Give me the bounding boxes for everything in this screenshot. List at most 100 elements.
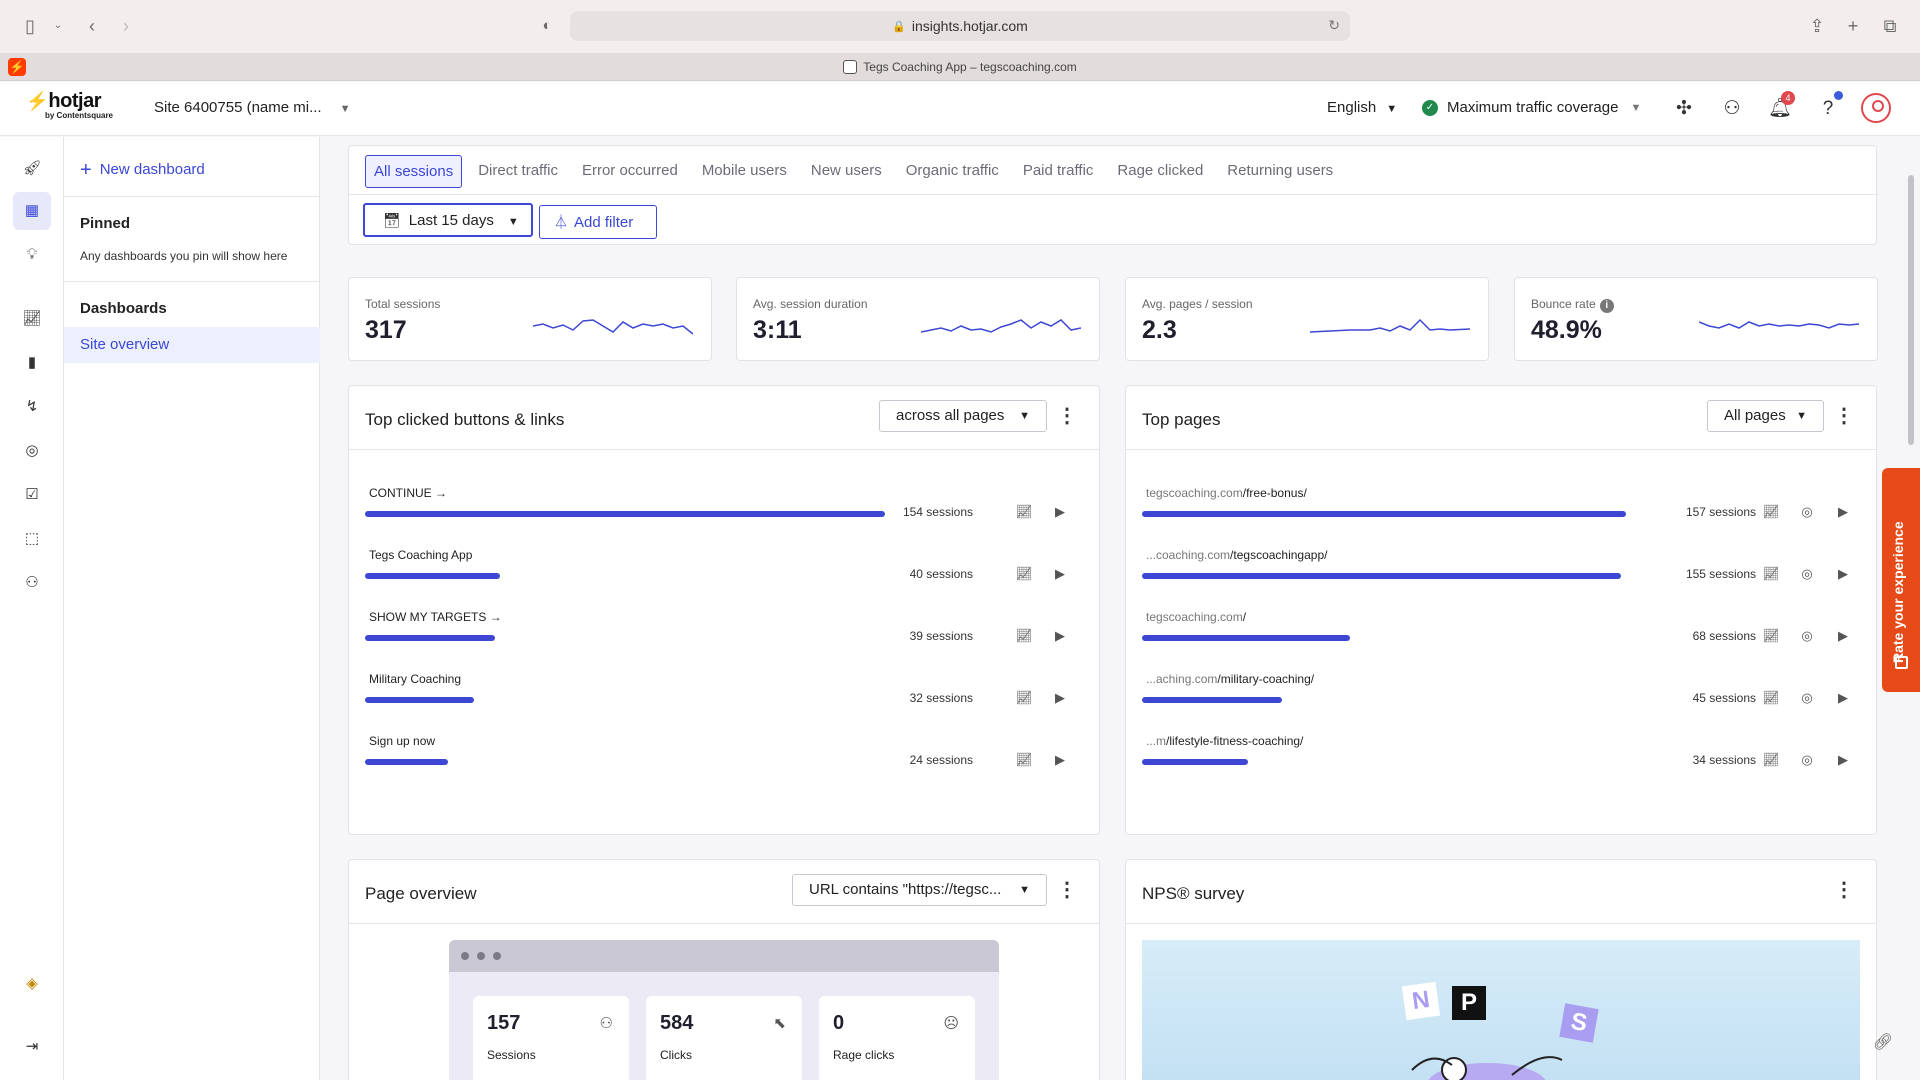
share-icon[interactable]: ⇪	[1809, 16, 1825, 36]
page-scope-dropdown[interactable]: across all pages ▼	[879, 400, 1047, 432]
expand-sidebar-icon[interactable]: ⇥	[25, 1038, 39, 1055]
rocket-icon[interactable]: 🚀︎	[22, 160, 42, 177]
language-selector[interactable]: English ▼	[1327, 99, 1398, 116]
trends-icon[interactable]: 📈︎	[1762, 628, 1780, 643]
shield-icon[interactable]: ◐	[542, 17, 552, 34]
heatmap-icon[interactable]: ◎	[1801, 628, 1813, 643]
metric-card-total-sessions[interactable]: Total sessions 317	[348, 277, 712, 361]
pages-filter-dropdown[interactable]: All pages ▼	[1707, 400, 1824, 432]
avatar[interactable]	[1861, 93, 1891, 123]
list-item[interactable]: CONTINUE → 154 sessions 📈︎ ▶	[365, 486, 1085, 548]
surveys-icon[interactable]: ☑	[25, 486, 39, 503]
hotjar-favicon-icon[interactable]: ⚡	[8, 58, 26, 76]
play-icon[interactable]: ▶	[1055, 504, 1065, 519]
trends-icon[interactable]: 📈︎	[1015, 690, 1033, 705]
info-icon[interactable]: i	[1599, 299, 1614, 313]
tab-returning-users[interactable]: Returning users	[1227, 162, 1334, 179]
chevron-down-icon[interactable]: ⌄	[53, 20, 63, 31]
list-item[interactable]: Military Coaching 32 sessions 📈︎ ▶	[365, 672, 1085, 734]
help-icon[interactable]: ?	[1822, 98, 1834, 119]
trends-icon[interactable]: 📈︎	[22, 310, 42, 327]
feedback-icon[interactable]: ⬚	[24, 530, 40, 547]
tab-rage-clicked[interactable]: Rage clicked	[1117, 162, 1204, 179]
upgrade-gem-icon[interactable]: ◈	[26, 975, 38, 992]
sidebar-item-site-overview[interactable]: Site overview	[64, 327, 320, 363]
list-item[interactable]: SHOW MY TARGETS → 39 sessions 📈︎ ▶	[365, 610, 1085, 672]
invite-user-icon[interactable]: ⚇	[1723, 98, 1741, 119]
metric-card-bounce-rate[interactable]: Bounce rate i 48.9%	[1514, 277, 1878, 361]
trends-icon[interactable]: 📈︎	[1015, 628, 1033, 643]
more-options-icon[interactable]: ⋮	[1834, 879, 1854, 901]
play-icon[interactable]: ▶	[1055, 566, 1065, 581]
date-range-dropdown[interactable]: 📅︎ Last 15 days ▼	[363, 203, 533, 237]
tab-direct-traffic[interactable]: Direct traffic	[478, 162, 558, 179]
trends-icon[interactable]: 📈︎	[1762, 504, 1780, 519]
list-item[interactable]: Tegs Coaching App 40 sessions 📈︎ ▶	[365, 548, 1085, 610]
reload-icon[interactable]: ↻	[1328, 17, 1340, 33]
tabs-overview-icon[interactable]: ⧉	[1883, 16, 1897, 36]
play-icon[interactable]: ▶	[1838, 690, 1848, 705]
more-options-icon[interactable]: ⋮	[1057, 405, 1077, 427]
trends-icon[interactable]: 📈︎	[1762, 566, 1780, 581]
list-item[interactable]: ...m/lifestyle-fitness-coaching/34 sessi…	[1142, 734, 1862, 796]
active-tab[interactable]: Tegs Coaching App – tegscoaching.com	[0, 60, 1920, 74]
caret-down-icon: ▼	[339, 103, 351, 115]
tab-error-occurred[interactable]: Error occurred	[581, 162, 678, 179]
play-icon[interactable]: ▶	[1055, 628, 1065, 643]
more-options-icon[interactable]: ⋮	[1057, 879, 1077, 901]
play-icon[interactable]: ▶	[1838, 628, 1848, 643]
lightbulb-icon[interactable]: 💡︎	[26, 246, 38, 263]
session-bar	[365, 635, 495, 641]
heatmap-icon[interactable]: ◎	[1801, 566, 1813, 581]
hotjar-logo[interactable]: ⚡hotjar by Contentsquare	[26, 90, 114, 120]
tab-all-sessions[interactable]: All sessions	[365, 155, 463, 188]
tab-mobile-users[interactable]: Mobile users	[701, 162, 787, 179]
play-icon[interactable]: ▶	[1838, 566, 1848, 581]
new-tab-icon[interactable]: +	[1847, 16, 1859, 36]
list-item[interactable]: tegscoaching.com/free-bonus/157 sessions…	[1142, 486, 1862, 548]
interviews-icon[interactable]: ⚇	[25, 574, 39, 591]
trends-icon[interactable]: 📈︎	[1015, 504, 1033, 519]
traffic-coverage-selector[interactable]: ✓ Maximum traffic coverage ▼	[1422, 99, 1641, 116]
integrations-icon[interactable]: ✣	[1676, 98, 1692, 119]
list-item[interactable]: ...aching.com/military-coaching/45 sessi…	[1142, 672, 1862, 734]
more-options-icon[interactable]: ⋮	[1834, 405, 1854, 427]
trends-icon[interactable]: 📈︎	[1015, 566, 1033, 581]
list-item[interactable]: Sign up now 24 sessions 📈︎ ▶	[365, 734, 1085, 796]
nps-survey-widget: NPS® survey ⋮ N P S	[1125, 859, 1877, 1080]
recordings-icon[interactable]: ↯	[25, 398, 39, 415]
trends-icon[interactable]: 📈︎	[1015, 752, 1033, 767]
metric-card-avg-pages[interactable]: Avg. pages / session 2.3	[1125, 277, 1489, 361]
trends-icon[interactable]: 📈︎	[1762, 690, 1780, 705]
caret-down-icon: ▼	[507, 216, 519, 228]
play-icon[interactable]: ▶	[1838, 752, 1848, 767]
add-filter-button[interactable]: ⏃ Add filter	[539, 205, 657, 239]
play-icon[interactable]: ▶	[1055, 752, 1065, 767]
link-icon[interactable]: 🔗︎	[1872, 1034, 1894, 1051]
play-icon[interactable]: ▶	[1838, 504, 1848, 519]
rate-experience-tab[interactable]: Rate your experience	[1882, 468, 1920, 692]
new-dashboard-button[interactable]: + New dashboard	[80, 159, 205, 181]
tab-paid-traffic[interactable]: Paid traffic	[1022, 162, 1094, 179]
back-icon[interactable]: ‹	[89, 16, 95, 36]
site-selector[interactable]: Site 6400755 (name mi... ▼	[154, 99, 351, 116]
heatmap-icon[interactable]: ◎	[1801, 752, 1813, 767]
scrollbar[interactable]	[1908, 175, 1914, 445]
dashboard-icon[interactable]: ▦	[13, 192, 51, 230]
address-bar[interactable]: 🔒 insights.hotjar.com ↻	[570, 11, 1350, 41]
heatmap-icon[interactable]: ◎	[1801, 690, 1813, 705]
tab-organic-traffic[interactable]: Organic traffic	[905, 162, 999, 179]
sidebar-toggle-icon[interactable]: ▯	[25, 16, 35, 36]
trends-icon[interactable]: 📈︎	[1762, 752, 1780, 767]
heatmaps-icon[interactable]: ◎	[25, 442, 39, 459]
list-item[interactable]: tegscoaching.com/68 sessions 📈︎ ◎ ▶	[1142, 610, 1862, 672]
heatmap-icon[interactable]: ◎	[1801, 504, 1813, 519]
metric-card-avg-session-duration[interactable]: Avg. session duration 3:11	[736, 277, 1100, 361]
funnels-icon[interactable]: ▮	[27, 354, 37, 371]
list-item[interactable]: ...coaching.com/tegscoachingapp/155 sess…	[1142, 548, 1862, 610]
play-icon[interactable]: ▶	[1055, 690, 1065, 705]
forward-icon[interactable]: ›	[123, 16, 129, 36]
divider	[64, 196, 320, 197]
tab-new-users[interactable]: New users	[810, 162, 882, 179]
url-filter-dropdown[interactable]: URL contains "https://tegsc... ▼	[792, 874, 1047, 906]
